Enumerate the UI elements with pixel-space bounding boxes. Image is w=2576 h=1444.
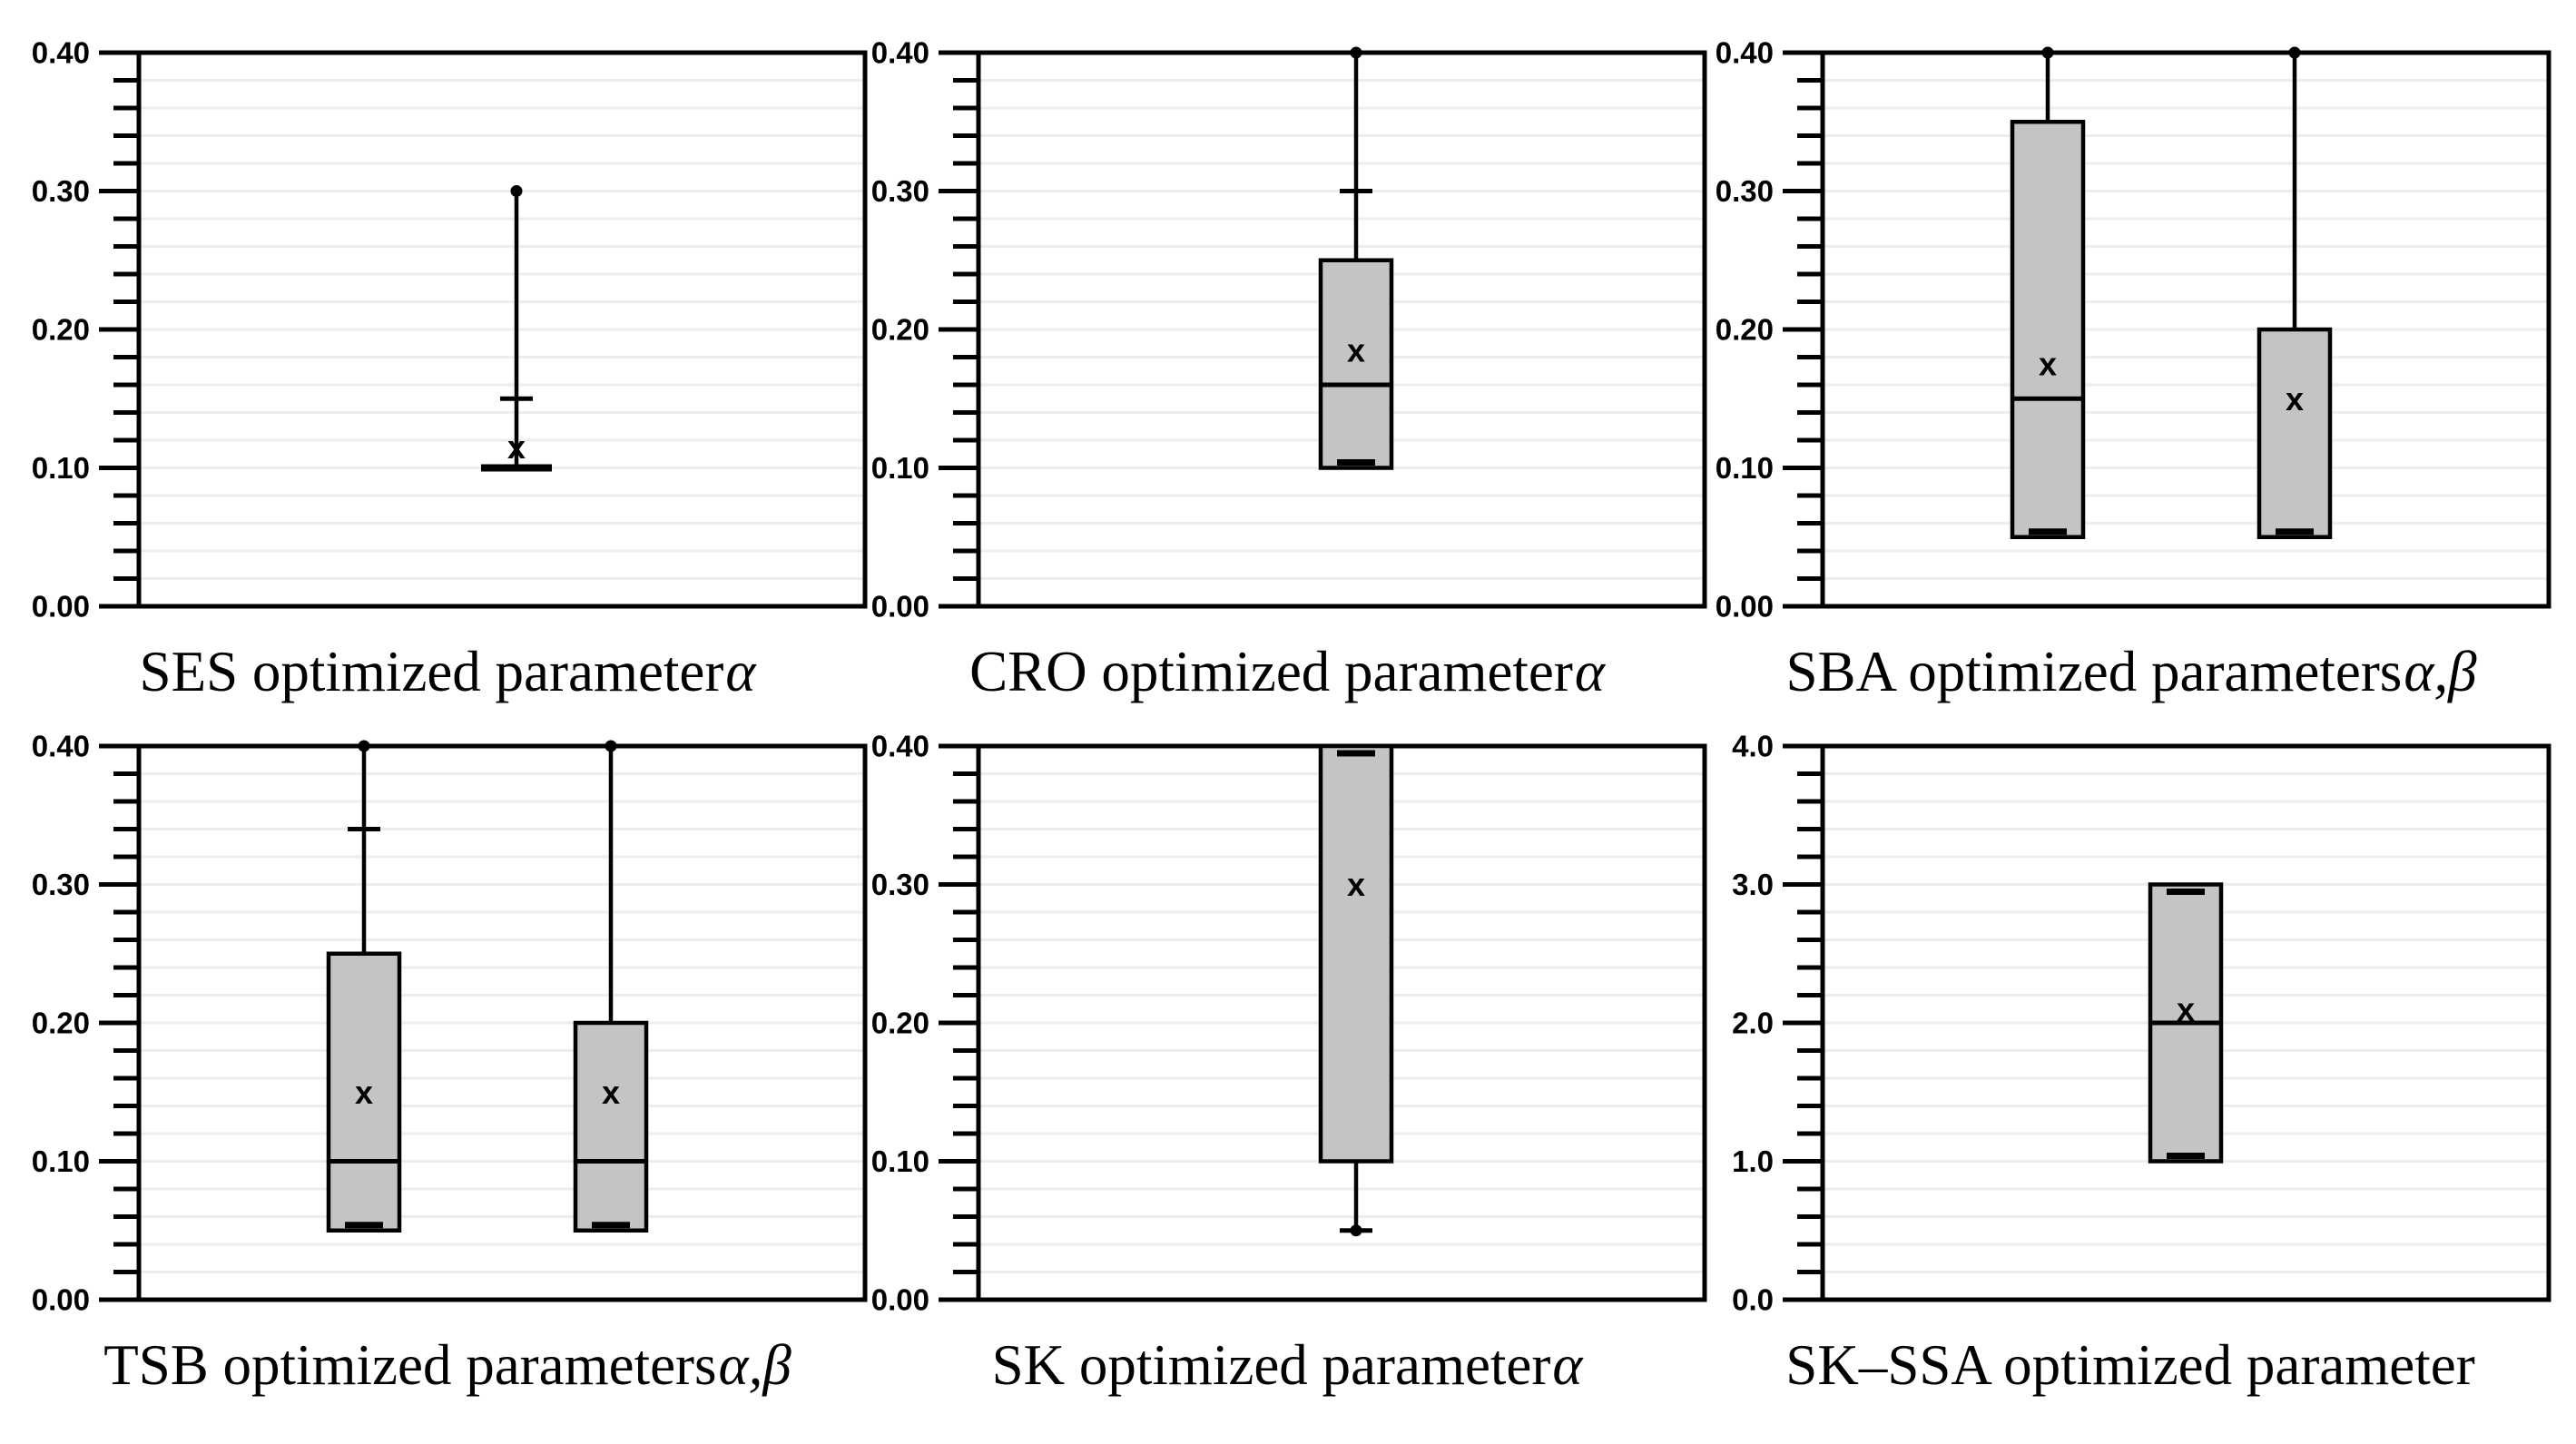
- svg-text:0.10: 0.10: [871, 1144, 929, 1178]
- svg-text:1.0: 1.0: [1732, 1144, 1774, 1178]
- svg-text:0.00: 0.00: [32, 1283, 90, 1317]
- caption-greek-symbol: α,β: [2404, 640, 2477, 703]
- caption-greek-symbol: α,β: [718, 1333, 791, 1397]
- svg-text:0.10: 0.10: [871, 451, 929, 485]
- svg-text:4.0: 4.0: [1732, 730, 1774, 763]
- svg-text:x: x: [2177, 990, 2195, 1027]
- panel-sk-ssa: 0.0 1.0 2.0 3.0 4.0 x SK–SSA optimized parame…: [1696, 693, 2567, 1415]
- svg-text:x: x: [2286, 380, 2304, 417]
- caption-text: SK optimized parameter: [991, 1333, 1551, 1397]
- caption-sk: SK optimized parameter α: [851, 1322, 1723, 1409]
- svg-text:0.30: 0.30: [871, 174, 929, 208]
- svg-text:0.30: 0.30: [32, 868, 90, 901]
- svg-text:0.00: 0.00: [32, 590, 90, 624]
- caption-tsb: TSB optimized parameters α,β: [12, 1322, 883, 1409]
- panel-sba: 0.00 0.10 0.20 0.30 0.40 x x SBA optimized par…: [1696, 0, 2567, 722]
- boxplot-sk: 0.00 0.10 0.20 0.30 0.40 x: [871, 730, 1707, 1317]
- boxplot-cro: 0.00 0.10 0.20 0.30 0.40 x: [871, 36, 1707, 624]
- caption-cro: CRO optimized parameter α: [851, 629, 1723, 715]
- svg-text:0.20: 0.20: [32, 313, 90, 347]
- svg-text:0.30: 0.30: [1716, 174, 1774, 208]
- boxplot-ses: 0.00 0.10 0.20 0.30 0.40 x: [32, 36, 868, 624]
- svg-text:0.00: 0.00: [1716, 590, 1774, 624]
- svg-text:0.30: 0.30: [871, 868, 929, 901]
- caption-ses: SES optimized parameter α: [12, 629, 883, 715]
- svg-text:x: x: [2039, 346, 2057, 383]
- caption-text: SBA optimized parameters: [1785, 640, 2403, 703]
- svg-text:0.40: 0.40: [1716, 36, 1774, 70]
- svg-text:x: x: [507, 428, 526, 466]
- panel-cro: 0.00 0.10 0.20 0.30 0.40 x CRO optimized para…: [851, 0, 1723, 722]
- svg-text:x: x: [602, 1074, 620, 1111]
- caption-greek-symbol: α: [1574, 640, 1605, 703]
- svg-text:0.40: 0.40: [871, 36, 929, 70]
- svg-text:2.0: 2.0: [1732, 1007, 1774, 1040]
- boxplot-tsb: 0.00 0.10 0.20 0.30 0.40 x x: [32, 730, 868, 1317]
- svg-text:0.10: 0.10: [32, 1144, 90, 1178]
- svg-text:0.30: 0.30: [32, 174, 90, 208]
- boxplot-sba: 0.00 0.10 0.20 0.30 0.40 x x: [1716, 36, 2551, 624]
- panel-tsb: 0.00 0.10 0.20 0.30 0.40 x x TSB optimized par…: [12, 693, 883, 1415]
- svg-text:0.20: 0.20: [871, 313, 929, 347]
- caption-sba: SBA optimized parameters α,β: [1696, 629, 2567, 715]
- caption-text: TSB optimized parameters: [103, 1333, 717, 1397]
- caption-text: CRO optimized parameter: [969, 640, 1573, 703]
- boxplot-sk-ssa: 0.0 1.0 2.0 3.0 4.0 x: [1732, 730, 2551, 1317]
- svg-text:0.00: 0.00: [871, 1283, 929, 1317]
- svg-text:x: x: [1347, 866, 1365, 903]
- caption-text: SK–SSA optimized parameter: [1785, 1333, 2475, 1397]
- svg-text:0.20: 0.20: [871, 1007, 929, 1040]
- svg-text:0.20: 0.20: [1716, 313, 1774, 347]
- svg-text:0.00: 0.00: [871, 590, 929, 624]
- svg-text:0.40: 0.40: [32, 730, 90, 763]
- svg-text:0.40: 0.40: [32, 36, 90, 70]
- svg-text:0.10: 0.10: [32, 451, 90, 485]
- svg-text:0.0: 0.0: [1732, 1283, 1774, 1317]
- panel-sk: 0.00 0.10 0.20 0.30 0.40 x SK optimized param…: [851, 693, 1723, 1415]
- svg-text:0.40: 0.40: [871, 730, 929, 763]
- caption-greek-symbol: α: [1552, 1333, 1583, 1397]
- svg-text:3.0: 3.0: [1732, 868, 1774, 901]
- svg-text:0.10: 0.10: [1716, 451, 1774, 485]
- caption-sk-ssa: SK–SSA optimized parameter: [1696, 1322, 2567, 1409]
- svg-text:0.20: 0.20: [32, 1007, 90, 1040]
- panel-ses: 0.00 0.10 0.20 0.30 0.40 x SES optimized para…: [12, 0, 883, 722]
- svg-text:x: x: [1347, 331, 1365, 368]
- caption-text: SES optimized parameter: [139, 640, 724, 703]
- svg-text:x: x: [355, 1074, 373, 1111]
- caption-greek-symbol: α: [725, 640, 756, 703]
